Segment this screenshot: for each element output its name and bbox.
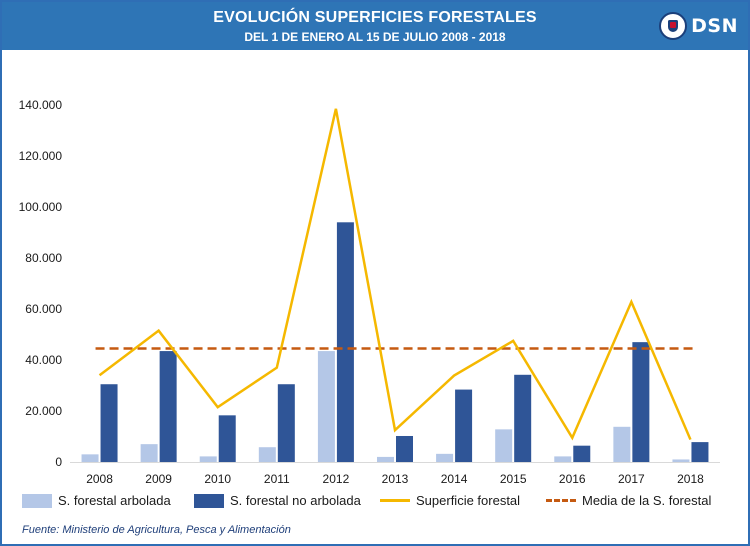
x-tick-label: 2014: [441, 472, 468, 486]
bar-arbolada: [317, 351, 335, 462]
bar-arbolada: [140, 444, 158, 462]
x-tick-label: 2017: [618, 472, 645, 486]
y-tick-label: 60.000: [25, 302, 62, 316]
x-tick-label: 2015: [500, 472, 527, 486]
x-tick-label: 2016: [559, 472, 586, 486]
x-tick-label: 2010: [204, 472, 231, 486]
bar-arbolada: [81, 454, 99, 462]
bar-no-arbolada: [455, 389, 473, 462]
bar-arbolada: [258, 447, 276, 462]
bar-no-arbolada: [218, 415, 236, 462]
x-tick-label: 2018: [677, 472, 704, 486]
bar-arbolada: [495, 429, 513, 462]
legend-item-no-arbolada: S. forestal no arbolada: [194, 493, 361, 508]
y-tick-label: 40.000: [25, 353, 62, 367]
chart-header: EVOLUCIÓN SUPERFICIES FORESTALES DEL 1 D…: [2, 2, 748, 50]
legend-swatch-media: [546, 499, 576, 502]
legend-swatch-arbolada: [22, 493, 52, 508]
legend-swatch-superficie: [380, 499, 410, 502]
dsn-logo: DSN: [659, 10, 738, 42]
x-tick-label: 2012: [323, 472, 350, 486]
legend-item-superficie: Superficie forestal: [380, 493, 520, 508]
legend-item-arbolada: S. forestal arbolada: [22, 493, 171, 508]
y-tick-label: 100.000: [19, 200, 63, 214]
bar-arbolada: [613, 426, 631, 462]
bar-arbolada: [672, 459, 690, 462]
legend-label-no-arbolada: S. forestal no arbolada: [230, 493, 361, 508]
legend-label-arbolada: S. forestal arbolada: [58, 493, 171, 508]
bar-no-arbolada: [514, 374, 532, 462]
bar-arbolada: [554, 456, 572, 462]
bar-no-arbolada: [632, 342, 650, 462]
x-tick-label: 2011: [264, 472, 290, 486]
x-tick-label: 2009: [145, 472, 172, 486]
y-tick-label: 80.000: [25, 251, 62, 265]
bar-no-arbolada: [336, 222, 354, 462]
y-tick-label: 20.000: [25, 404, 62, 418]
x-tick-label: 2013: [382, 472, 409, 486]
chart-legend: S. forestal arbolada S. forestal no arbo…: [22, 491, 732, 513]
bar-no-arbolada: [691, 442, 709, 462]
y-tick-label: 120.000: [19, 149, 63, 163]
legend-label-superficie: Superficie forestal: [416, 493, 521, 508]
chart-title: EVOLUCIÓN SUPERFICIES FORESTALES: [213, 9, 537, 26]
chart-subtitle: DEL 1 DE ENERO AL 15 DE JULIO 2008 - 201…: [244, 30, 506, 44]
x-tick-label: 2008: [86, 472, 113, 486]
bar-no-arbolada: [277, 384, 295, 462]
superficie-line: [98, 108, 692, 441]
y-tick-label: 140.000: [19, 98, 63, 112]
bar-no-arbolada: [573, 445, 591, 462]
y-tick-label: 0: [55, 455, 62, 469]
bar-arbolada: [377, 456, 394, 462]
coat-of-arms-icon: [659, 12, 688, 40]
legend-swatch-no-arbolada: [194, 493, 224, 508]
legend-label-media: Media de la S. forestal: [582, 493, 712, 508]
logo-text: DSN: [691, 15, 738, 37]
source-note: Fuente: Ministerio de Agricultura, Pesca…: [22, 524, 291, 536]
bar-no-arbolada: [159, 351, 177, 462]
bar-arbolada: [199, 456, 217, 462]
bar-arbolada: [436, 453, 454, 462]
bar-no-arbolada: [396, 435, 413, 462]
bar-no-arbolada: [100, 384, 118, 462]
legend-item-media: Media de la S. forestal: [546, 493, 711, 508]
